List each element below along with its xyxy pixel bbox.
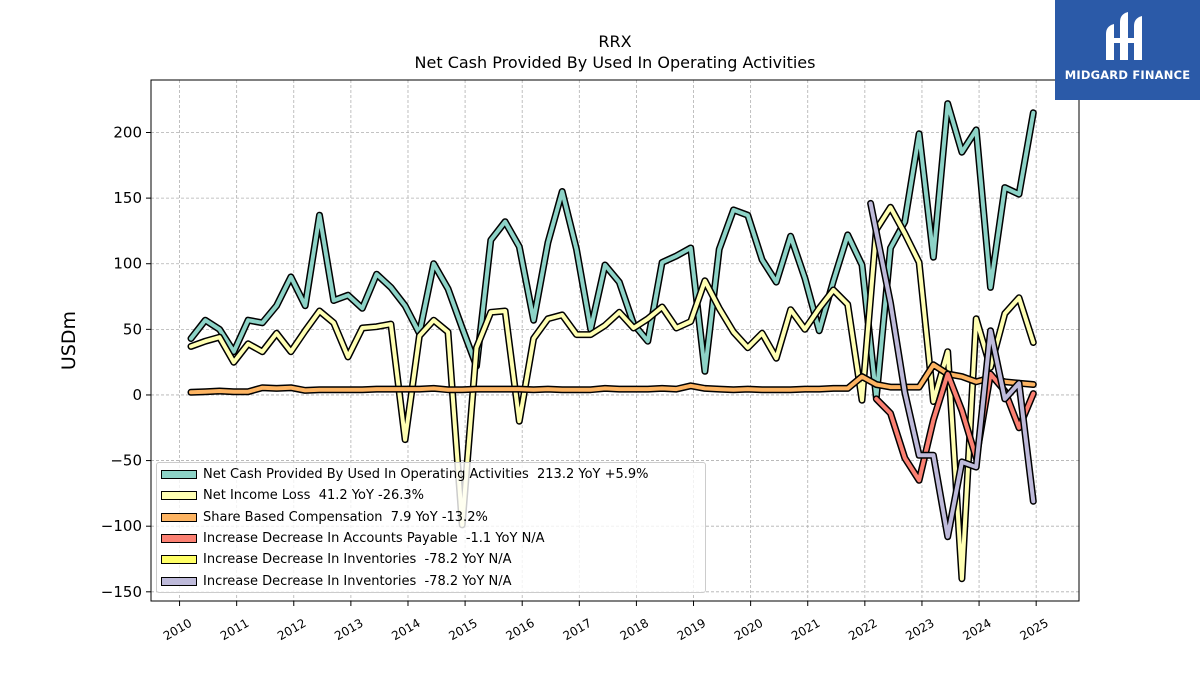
y-tick-label: 50 [123,320,142,338]
legend: Net Cash Provided By Used In Operating A… [156,462,706,593]
plot-frame [150,79,1080,602]
series-line [189,101,1036,400]
x-tick-label: 2019 [675,616,708,643]
legend-swatch [161,491,197,501]
legend-label: Increase Decrease In Inventories -78.2 Y… [203,552,512,568]
legend-label: Share Based Compensation 7.9 YoY -13.2% [203,509,488,525]
y-axis-label: USDm [58,311,80,370]
legend-label: Net Income Loss 41.2 YoY -26.3% [203,488,425,504]
x-tick-label: 2015 [446,616,479,643]
legend-item: Net Cash Provided By Used In Operating A… [161,464,705,485]
x-tick-label: 2024 [960,616,993,643]
legend-item: Net Income Loss 41.2 YoY -26.3% [161,485,705,506]
x-tick-label: 2013 [332,616,365,643]
legend-swatch [161,470,197,480]
x-tick-label: 2014 [389,616,422,643]
x-tick-label: 2022 [846,616,879,643]
x-tick-label: 2025 [1017,616,1050,643]
legend-swatch [161,534,197,544]
x-tick-label: 2021 [789,616,822,643]
y-tick-label: 100 [113,255,142,273]
legend-item: Increase Decrease In Accounts Payable -1… [161,528,705,549]
y-tick-label: −100 [101,517,142,535]
legend-swatch [161,512,197,522]
x-tick-label: 2011 [218,616,251,643]
legend-label: Increase Decrease In Inventories -78.2 Y… [203,573,512,589]
legend-label: Net Cash Provided By Used In Operating A… [203,467,649,483]
y-tick-label: −50 [110,452,142,470]
x-tick-label: 2018 [618,616,651,643]
legend-label: Increase Decrease In Accounts Payable -1… [203,531,545,547]
series-line-outline [187,100,1037,402]
midgard-logo-icon [1106,12,1142,60]
series-line [189,362,1036,395]
x-tick-label: 2012 [275,616,308,643]
brand-name: MIDGARD FINANCE [1064,68,1191,82]
y-tick-label: −150 [101,583,142,601]
chart-title: RRX [598,32,631,51]
x-tick-label: 2023 [903,616,936,643]
legend-swatch [161,555,197,565]
legend-item: Increase Decrease In Inventories -78.2 Y… [161,570,705,591]
legend-item: Increase Decrease In Inventories -78.2 Y… [161,549,705,570]
y-tick-label: 0 [132,386,142,404]
y-tick-label: 200 [113,123,142,141]
brand-logo: MIDGARD FINANCE [1055,0,1200,100]
x-tick-label: 2016 [503,616,536,643]
chart-subtitle: Net Cash Provided By Used In Operating A… [415,53,816,72]
x-tick-label: 2017 [561,616,594,643]
series-line [868,201,1036,539]
y-tick-label: 150 [113,189,142,207]
x-tick-label: 2010 [161,616,194,643]
series-line [189,205,1036,581]
legend-swatch [161,576,197,586]
legend-item: Share Based Compensation 7.9 YoY -13.2% [161,507,705,528]
x-tick-label: 2020 [732,616,765,643]
